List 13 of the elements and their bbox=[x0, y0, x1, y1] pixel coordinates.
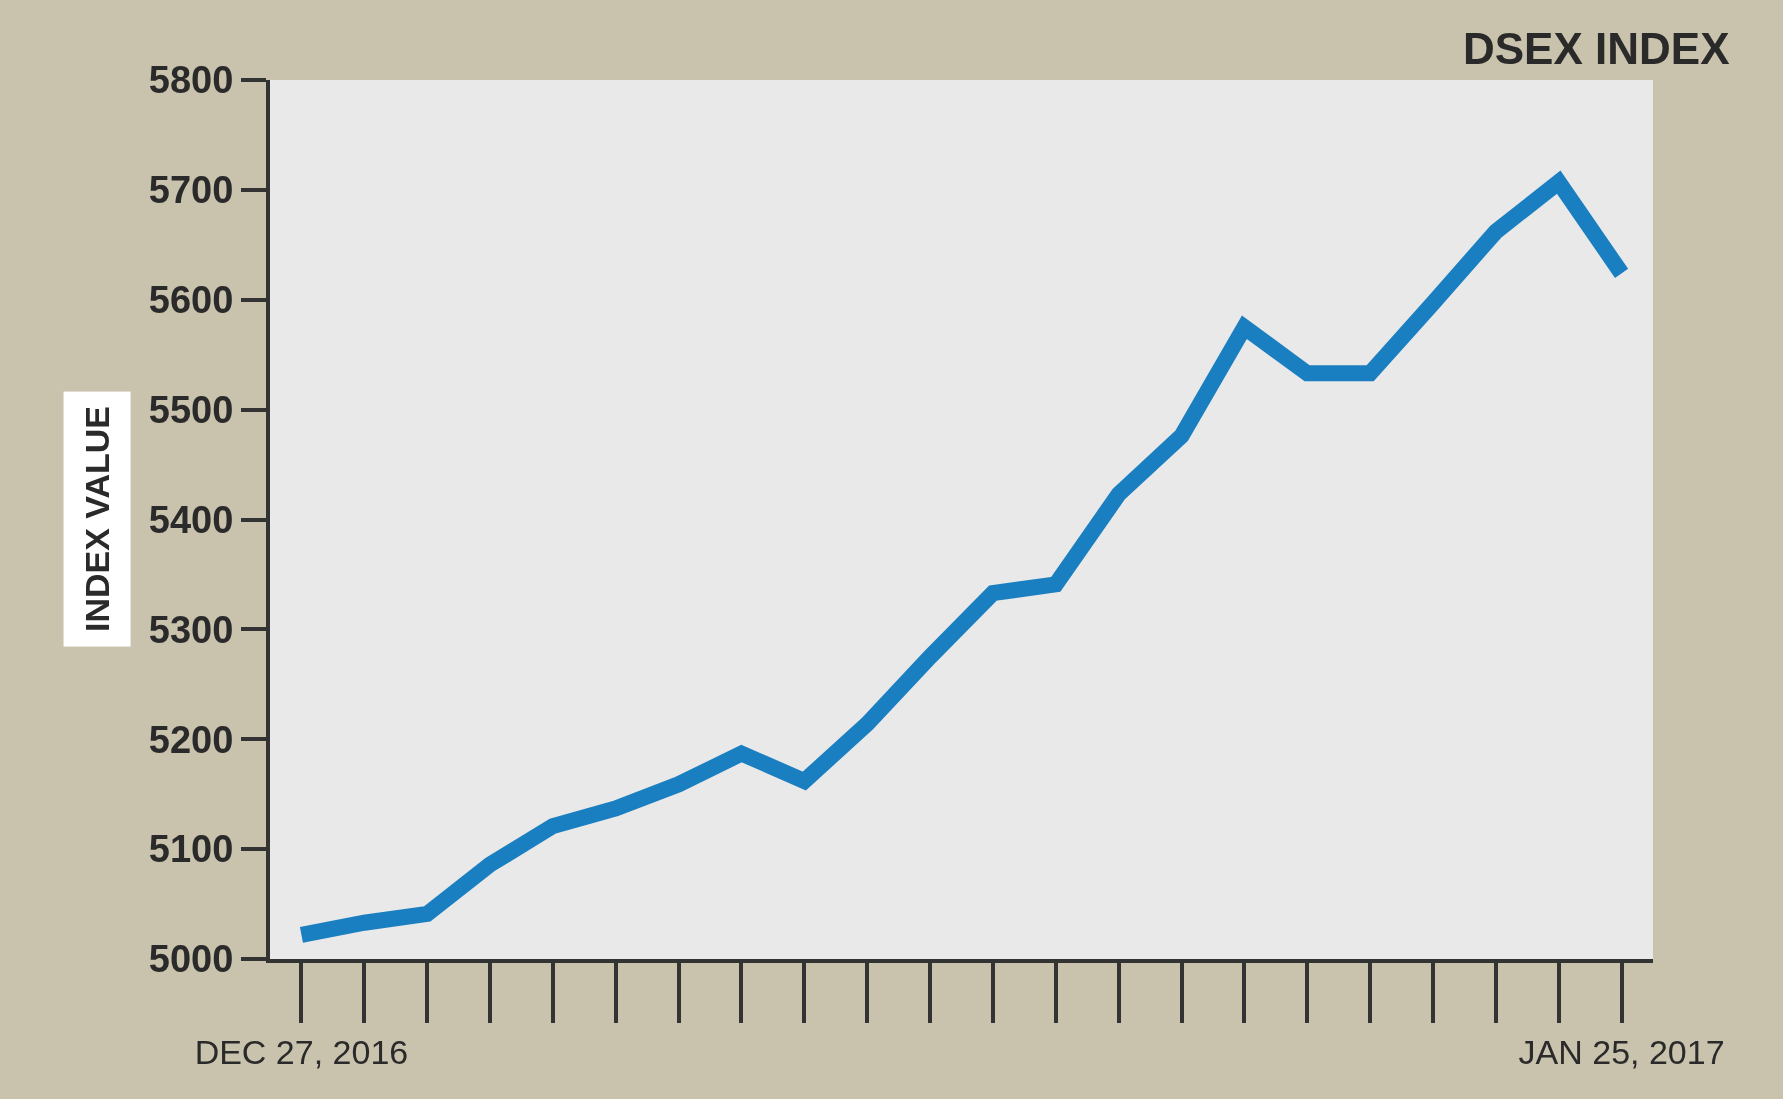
y-tick-label: 5400 bbox=[148, 498, 234, 541]
y-tick-label: 5500 bbox=[148, 388, 234, 431]
y-tick-label: 5700 bbox=[148, 169, 234, 212]
x-tick-label: JAN 25, 2017 bbox=[1518, 1032, 1725, 1071]
y-tick-label: 5600 bbox=[148, 279, 234, 322]
y-tick-label: 5000 bbox=[148, 938, 234, 981]
chart-title: DSEX INDEX bbox=[1462, 23, 1730, 73]
y-tick-label: 5800 bbox=[148, 59, 234, 102]
y-axis-title: INDEX VALUE bbox=[78, 405, 117, 633]
y-tick-label: 5300 bbox=[148, 608, 234, 651]
y-tick-label: 5200 bbox=[148, 718, 234, 761]
y-tick-label: 5100 bbox=[148, 828, 234, 871]
x-tick-label: DEC 27, 2016 bbox=[194, 1032, 409, 1071]
